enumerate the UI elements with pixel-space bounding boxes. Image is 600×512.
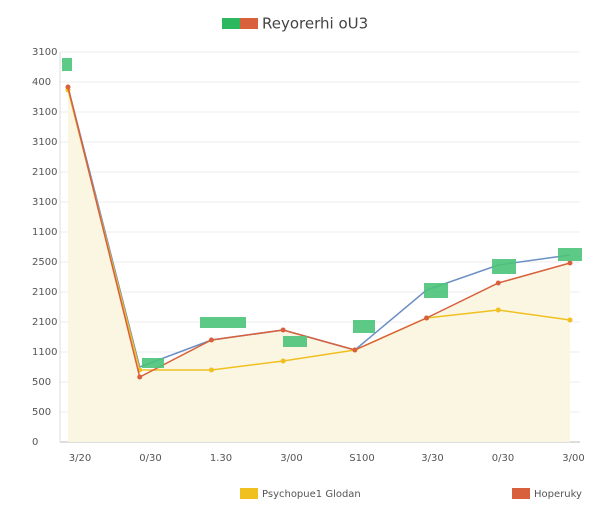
y-tick-label: 2100 [32,167,57,178]
point [280,327,286,333]
y-tick-label: 500 [32,407,51,418]
y-tick-label: 500 [32,377,51,388]
x-tick-label: 3/20 [69,453,91,464]
annotation-box [62,58,72,71]
y-tick-label: 2100 [32,287,57,298]
y-tick-label: 3100 [32,107,57,118]
legend-label: Psychopue1 Glodan [262,489,361,500]
point [424,315,430,321]
y-tick-label: 3100 [32,47,57,58]
area [68,87,570,442]
x-tick-label: 0/30 [492,453,514,464]
y-tick-label: 400 [32,77,51,88]
annotation-box [142,358,164,368]
annotation-box [353,320,375,333]
y-tick-label: 0 [32,437,38,448]
legend-swatch [240,18,258,29]
point [65,84,71,90]
x-tick-label: S100 [349,453,374,464]
annotation-box [558,248,582,261]
point [567,260,573,266]
point [495,307,501,313]
y-tick-label: 1100 [32,227,57,238]
x-tick-label: 3/00 [562,453,584,464]
legend-swatch [222,18,240,29]
point [208,337,214,343]
x-tick-label: 3/00 [280,453,302,464]
point [495,280,501,286]
x-tick-label: 0/30 [139,453,161,464]
annotation-box [200,317,246,328]
y-tick-label: 1100 [32,347,57,358]
annotation-box [492,259,516,274]
legend-label: Reyorerhi oU3 [262,15,368,33]
point [280,358,286,364]
legend-swatch [512,488,530,499]
x-tick-label: 3/30 [421,453,443,464]
annotation-box [283,336,307,347]
y-tick-label: 3100 [32,137,57,148]
annotation-boxes [62,58,582,368]
point [208,367,214,373]
point [567,317,573,323]
legend-label: Hoperuky [534,489,582,500]
line [67,86,571,379]
annotation-box [424,283,448,298]
point [137,374,143,380]
y-tick-label: 2500 [32,257,57,268]
legend-swatch [240,488,258,499]
point [352,347,358,353]
y-tick-label: 2100 [32,317,57,328]
y-tick-label: 3100 [32,197,57,208]
x-tick-label: 1.30 [210,453,232,464]
